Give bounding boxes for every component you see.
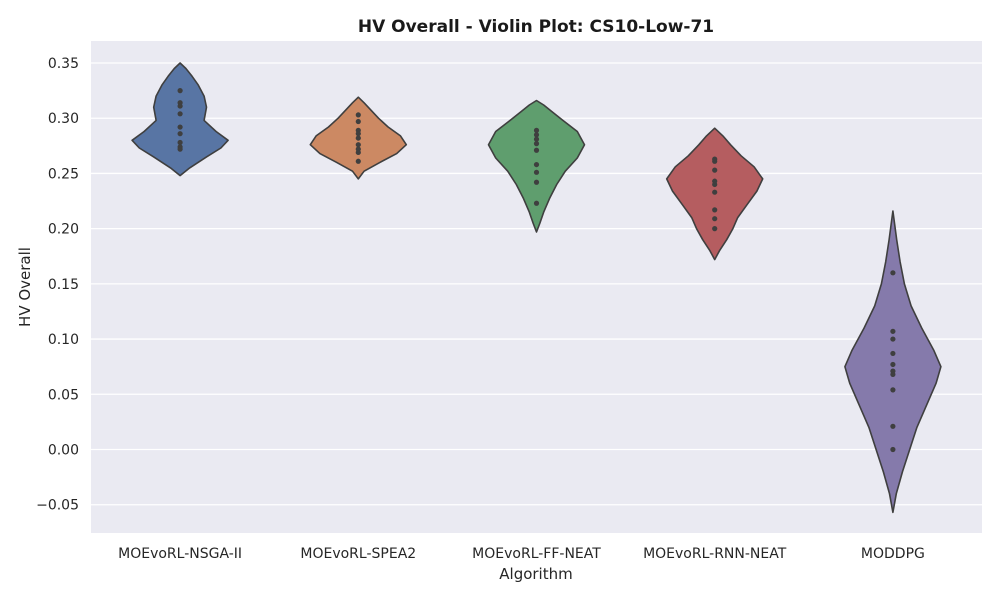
data-point xyxy=(177,139,183,146)
data-point xyxy=(890,350,896,357)
data-point xyxy=(533,179,540,185)
violin-body xyxy=(844,210,942,514)
data-point xyxy=(177,88,183,94)
data-point xyxy=(177,111,183,117)
data-point xyxy=(355,149,361,156)
y-tick-label: 0.15 xyxy=(48,277,79,293)
x-tick-label: MOEvoRL-SPEA2 xyxy=(300,546,416,562)
y-tick-label: 0.10 xyxy=(48,332,79,348)
data-point xyxy=(890,361,896,368)
y-axis-label: HV Overall xyxy=(16,247,34,327)
data-point xyxy=(355,135,361,141)
data-point xyxy=(533,127,540,133)
data-point xyxy=(177,124,183,130)
data-point xyxy=(890,328,896,334)
x-axis-ticks: MOEvoRL-NSGA-II MOEvoRL-SPEA2 MOEvoRL-FF-N… xyxy=(118,546,925,562)
violin-body xyxy=(131,62,229,177)
data-point xyxy=(177,103,183,109)
data-point xyxy=(533,141,540,147)
data-point xyxy=(712,181,718,188)
chart-title: HV Overall - Violin Plot: CS10-Low-71 xyxy=(358,17,714,37)
data-point xyxy=(177,146,183,152)
data-point xyxy=(712,189,718,195)
data-point xyxy=(890,423,896,429)
data-point xyxy=(177,131,183,137)
x-axis-label: Algorithm xyxy=(499,565,572,583)
data-point xyxy=(890,446,896,453)
data-point xyxy=(890,371,896,378)
y-tick-label: −0.05 xyxy=(36,498,79,514)
data-point xyxy=(355,112,361,118)
data-point xyxy=(712,158,718,164)
data-point xyxy=(533,161,540,168)
data-point xyxy=(533,200,540,206)
x-tick-label: MOEvoRL-FF-NEAT xyxy=(472,546,601,562)
y-tick-label: 0.20 xyxy=(48,222,79,238)
x-tick-label: MOEvoRL-NSGA-II xyxy=(118,546,242,562)
data-point xyxy=(355,131,361,137)
x-tick-label: MODDPG xyxy=(861,546,925,562)
data-point xyxy=(890,336,896,342)
data-point xyxy=(533,136,540,142)
y-tick-label: 0.00 xyxy=(48,443,79,459)
data-point xyxy=(355,158,361,164)
data-point xyxy=(712,216,718,222)
data-point xyxy=(712,167,718,173)
data-point xyxy=(355,142,361,148)
data-point xyxy=(533,147,540,153)
data-point xyxy=(890,387,896,393)
y-tick-label: 0.25 xyxy=(48,166,79,182)
y-tick-label: 0.05 xyxy=(48,387,79,403)
x-tick-label: MOEvoRL-RNN-NEAT xyxy=(643,546,787,562)
y-axis-ticks: −0.05 0.00 0.05 0.10 0.15 0.20 0.25 0.30 0.35 xyxy=(36,56,79,514)
data-point xyxy=(712,207,718,213)
data-point xyxy=(533,169,540,175)
y-tick-label: 0.30 xyxy=(48,111,79,127)
y-tick-label: 0.35 xyxy=(48,56,79,72)
data-point xyxy=(890,270,896,276)
data-point xyxy=(533,132,540,138)
violins xyxy=(131,62,942,514)
data-point xyxy=(355,118,361,125)
data-point xyxy=(712,226,718,232)
